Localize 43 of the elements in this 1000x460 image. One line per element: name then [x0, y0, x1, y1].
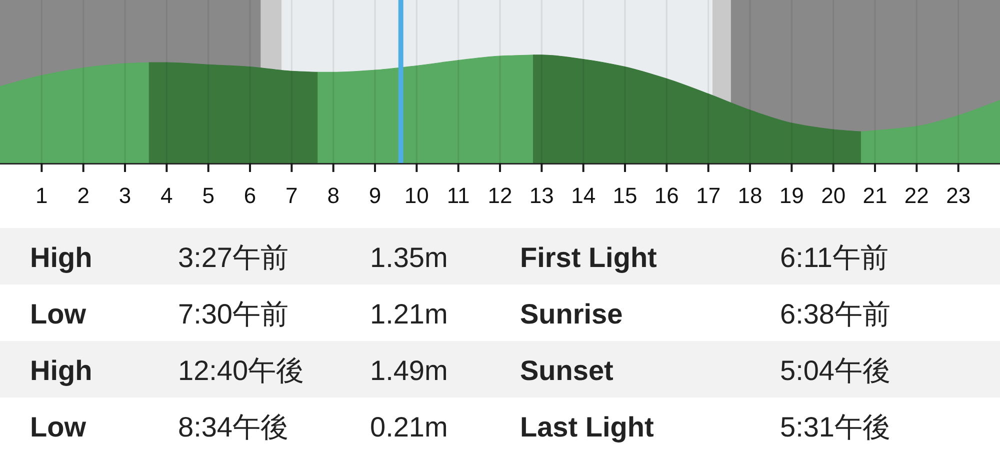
- x-tick-label: 3: [118, 183, 132, 208]
- x-tick-label: 16: [654, 183, 679, 208]
- text: Sunset: [520, 355, 614, 386]
- x-tick-label: 5: [202, 183, 214, 208]
- text: 1.49m: [370, 355, 448, 386]
- x-tick-label: 23: [946, 183, 971, 208]
- text: 0.21m: [370, 412, 448, 442]
- text: 6:38午前: [780, 298, 890, 330]
- text: 12:40午後: [178, 355, 304, 386]
- text: 1.35m: [370, 242, 448, 273]
- text: 5:04午後: [780, 355, 890, 386]
- text: 1.21m: [370, 298, 448, 330]
- text: High: [30, 242, 92, 273]
- text: Low: [30, 298, 86, 330]
- text: 8:34午後: [178, 412, 288, 442]
- text: Sunrise: [520, 298, 623, 330]
- text: Last Light: [520, 412, 654, 442]
- x-tick-label: 7: [286, 183, 298, 208]
- x-tick-label: 4: [160, 183, 173, 208]
- x-tick-label: 9: [368, 183, 382, 208]
- x-tick-label: 21: [862, 183, 888, 208]
- text: 5:31午後: [780, 412, 890, 442]
- x-tick-label: 2: [77, 183, 90, 208]
- x-tick-label: 1: [36, 183, 48, 208]
- x-tick-label: 18: [738, 183, 762, 208]
- x-tick-label: 12: [488, 183, 512, 208]
- x-tick-label: 15: [612, 183, 638, 208]
- x-tick-label: 17: [696, 183, 721, 208]
- x-tick-label: 6: [244, 183, 256, 208]
- x-tick-label: 11: [446, 183, 470, 208]
- x-tick-label: 10: [404, 183, 429, 208]
- x-tick-label: 13: [529, 183, 554, 208]
- text: 3:27午前: [178, 242, 288, 273]
- text: 6:11午前: [780, 242, 888, 273]
- text: 7:30午前: [178, 298, 288, 330]
- text: Low: [30, 412, 86, 442]
- x-tick-label: 14: [571, 183, 596, 208]
- text: First Light: [520, 242, 657, 273]
- text: High: [30, 355, 92, 386]
- x-tick-label: 22: [904, 183, 929, 208]
- x-tick-label: 19: [779, 183, 804, 208]
- x-tick-label: 20: [821, 183, 846, 208]
- x-tick-label: 8: [327, 183, 340, 208]
